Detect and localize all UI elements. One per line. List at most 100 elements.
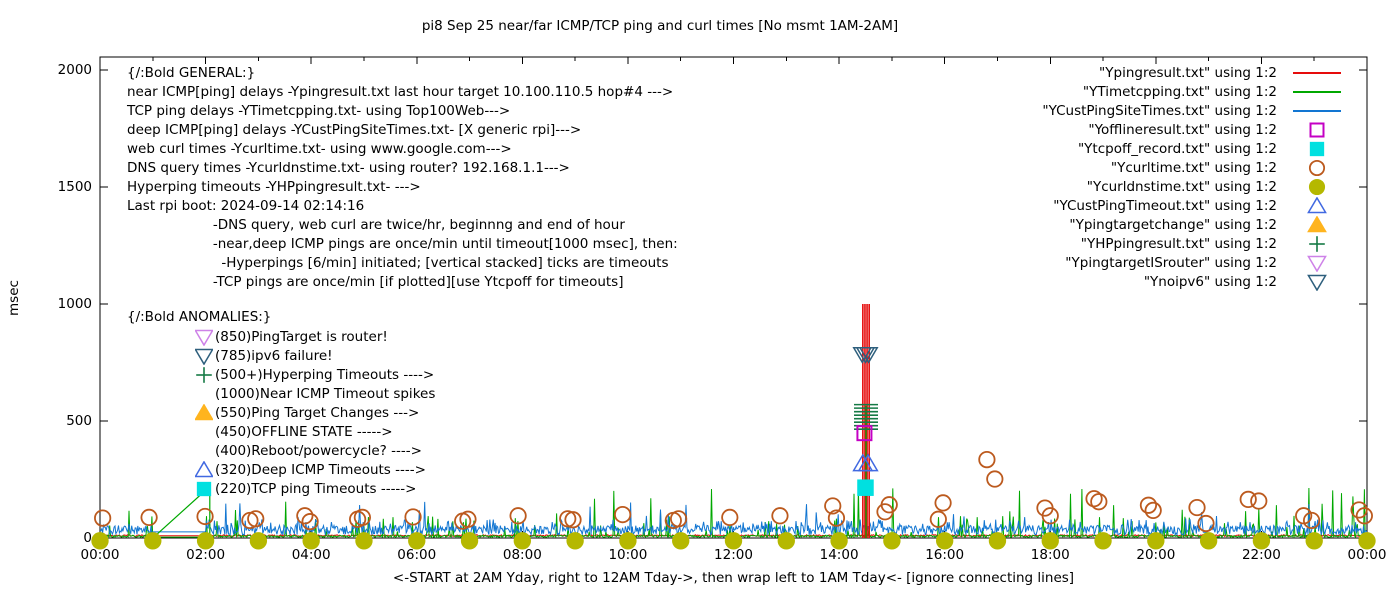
y-tick-label: 1000 [57, 296, 92, 312]
legend-label: "YpingtargetISrouter" using 1:2 [1065, 254, 1277, 271]
legend-label: "YCustPingTimeout.txt" using 1:2 [1053, 197, 1277, 214]
x-tick-label: 02:00 [186, 547, 226, 563]
y-axis-label: msec [6, 280, 22, 316]
legend-label: "Ycurltime.txt" using 1:2 [1110, 159, 1277, 176]
general-note-line: TCP ping delays -YTimetcpping.txt- using… [127, 103, 511, 119]
legend-row: "YCustPingSiteTimes.txt" using 1:2 [1042, 101, 1345, 120]
general-note-line: -near,deep ICMP pings are once/min until… [127, 236, 678, 252]
y-tick-label: 0 [83, 530, 92, 546]
notes-anomalies-block: {/:Bold ANOMALIES:} (850)PingTarget is ro… [127, 308, 435, 498]
anomaly-note-text: (500+)Hyperping Timeouts ----> [215, 366, 435, 383]
y-tick-label: 1500 [57, 179, 92, 195]
legend-row: "Ynoipv6" using 1:2 [1042, 272, 1345, 291]
general-note-line: DNS query times -Ycurldnstime.txt- using… [127, 160, 570, 176]
anomaly-note-text: (1000)Near ICMP Timeout spikes [215, 385, 436, 402]
x-tick-label: 08:00 [502, 547, 542, 563]
legend-key-triangle-up-fill-icon [1290, 215, 1345, 234]
x-tick-label: 16:00 [925, 547, 965, 563]
anomaly-note-text: (400)Reboot/powercycle? ----> [215, 442, 422, 459]
general-note-line: Hyperping timeouts -YHPpingresult.txt- -… [127, 179, 421, 195]
legend-key-line-icon [1290, 102, 1345, 120]
anomaly-note-row: (785)ipv6 failure! [127, 346, 435, 365]
notes-general-block: {/:Bold GENERAL:} near ICMP[ping] delays … [127, 64, 678, 292]
legend-key-plus-icon [1290, 235, 1345, 253]
web-curl-points [94, 451, 1373, 533]
legend-label: "YHPpingresult.txt" using 1:2 [1080, 235, 1277, 252]
legend-label: "Ypingtargetchange" using 1:2 [1069, 216, 1277, 233]
anomaly-note-row: (400)Reboot/powercycle? ----> [127, 441, 435, 460]
square-fill-icon [127, 480, 215, 498]
anomaly-note-row: (500+)Hyperping Timeouts ----> [127, 365, 435, 384]
general-note-line: -TCP pings are once/min [if plotted][use… [127, 274, 624, 290]
legend-label: "YCustPingSiteTimes.txt" using 1:2 [1042, 102, 1277, 119]
anomaly-note-text: (850)PingTarget is router! [215, 328, 388, 345]
triangle-up-fill-icon [127, 403, 215, 422]
legend-label: "Ypingresult.txt" using 1:2 [1099, 64, 1277, 81]
general-note-line: deep ICMP[ping] delays -YCustPingSiteTim… [127, 122, 582, 138]
legend-key-line-icon [1290, 64, 1345, 82]
general-note-line: near ICMP[ping] delays -Ypingresult.txt … [127, 84, 674, 100]
legend-row: "YTimetcpping.txt" using 1:2 [1042, 82, 1345, 101]
anomaly-note-row: (450)OFFLINE STATE -----> [127, 422, 435, 441]
x-tick-label: 20:00 [1136, 547, 1176, 563]
y-tick-label: 2000 [57, 62, 92, 78]
legend-label: "Ytcpoff_record.txt" using 1:2 [1077, 140, 1277, 157]
legend-label: "YTimetcpping.txt" using 1:2 [1082, 83, 1277, 100]
legend-label: "Ynoipv6" using 1:2 [1143, 273, 1277, 290]
chart-title: pi8 Sep 25 near/far ICMP/TCP ping and cu… [421, 18, 899, 34]
anomaly-note-text: (550)Ping Target Changes ---> [215, 404, 420, 421]
x-tick-label: 18:00 [1030, 547, 1070, 563]
anomaly-note-row: (550)Ping Target Changes ---> [127, 403, 435, 422]
general-note-line: Last rpi boot: 2024-09-14 02:14:16 [127, 198, 365, 214]
legend-key-triangle-up-open-icon [1290, 196, 1345, 215]
x-axis-label: <-START at 2AM Yday, right to 12AM Tday-… [392, 570, 1075, 586]
anomaly-note-row: (850)PingTarget is router! [127, 327, 435, 346]
anomaly-note-text: (320)Deep ICMP Timeouts ----> [215, 461, 426, 478]
general-note-line: web curl times -Ycurltime.txt- using www… [127, 141, 512, 157]
x-tick-label: 10:00 [608, 547, 648, 563]
legend-row: "Ycurltime.txt" using 1:2 [1042, 158, 1345, 177]
x-tick-label: 22:00 [1241, 547, 1281, 563]
legend-key-line-icon [1290, 83, 1345, 101]
general-note-line: -DNS query, web curl are twice/hr, begin… [127, 217, 625, 233]
triangle-down-open-icon [127, 328, 215, 346]
legend-row: "Ypingtargetchange" using 1:2 [1042, 215, 1345, 234]
anomaly-note-text: (785)ipv6 failure! [215, 347, 333, 364]
x-tick-label: 06:00 [397, 547, 437, 563]
legend-row: "Ytcpoff_record.txt" using 1:2 [1042, 139, 1345, 158]
legend-key-triangle-down-open-icon [1290, 254, 1345, 272]
triangle-down-open-icon [127, 347, 215, 365]
legend-row: "YCustPingTimeout.txt" using 1:2 [1042, 196, 1345, 215]
x-tick-label: 04:00 [291, 547, 331, 563]
general-note-line: -Hyperpings [6/min] initiated; [vertical… [127, 255, 669, 271]
triangle-up-open-icon [127, 460, 215, 479]
anomaly-cluster [852, 304, 879, 538]
legend-row: "Ypingresult.txt" using 1:2 [1042, 63, 1345, 82]
legend-row: "YHPpingresult.txt" using 1:2 [1042, 234, 1345, 253]
legend-row: "YpingtargetISrouter" using 1:2 [1042, 253, 1345, 272]
legend-label: "Ycurldnstime.txt" using 1:2 [1086, 178, 1277, 195]
legend-key-triangle-down-open-icon [1290, 273, 1345, 291]
y-tick-label: 500 [66, 413, 92, 429]
x-tick-label: 00:00 [1347, 547, 1387, 563]
legend-key-square-open-icon [1290, 121, 1345, 139]
series-YCustPingSiteTimes-txt [100, 501, 1367, 537]
legend-row: "Ycurldnstime.txt" using 1:2 [1042, 177, 1345, 196]
anomaly-note-row: (320)Deep ICMP Timeouts ----> [127, 460, 435, 479]
plus-icon [127, 366, 215, 384]
legend-key-circle-open-icon [1290, 159, 1345, 177]
general-note-line: {/:Bold GENERAL:} [127, 65, 256, 81]
legend-row: "Yofflineresult.txt" using 1:2 [1042, 120, 1345, 139]
legend-key-circle-fill-icon [1290, 178, 1345, 196]
legend-key-square-fill-icon [1290, 140, 1345, 158]
legend: "Ypingresult.txt" using 1:2 "YTimetcpping… [1042, 63, 1345, 291]
x-tick-label: 12:00 [714, 547, 753, 563]
x-tick-label: 00:00 [80, 547, 120, 563]
anomaly-note-row: (220)TCP ping Timeouts -----> [127, 479, 435, 498]
anomaly-note-text: (450)OFFLINE STATE -----> [215, 423, 393, 440]
anomaly-note-row: (1000)Near ICMP Timeout spikes [127, 384, 435, 403]
anomaly-note-text: (220)TCP ping Timeouts -----> [215, 480, 417, 497]
hourly-dns-points [91, 532, 1376, 550]
